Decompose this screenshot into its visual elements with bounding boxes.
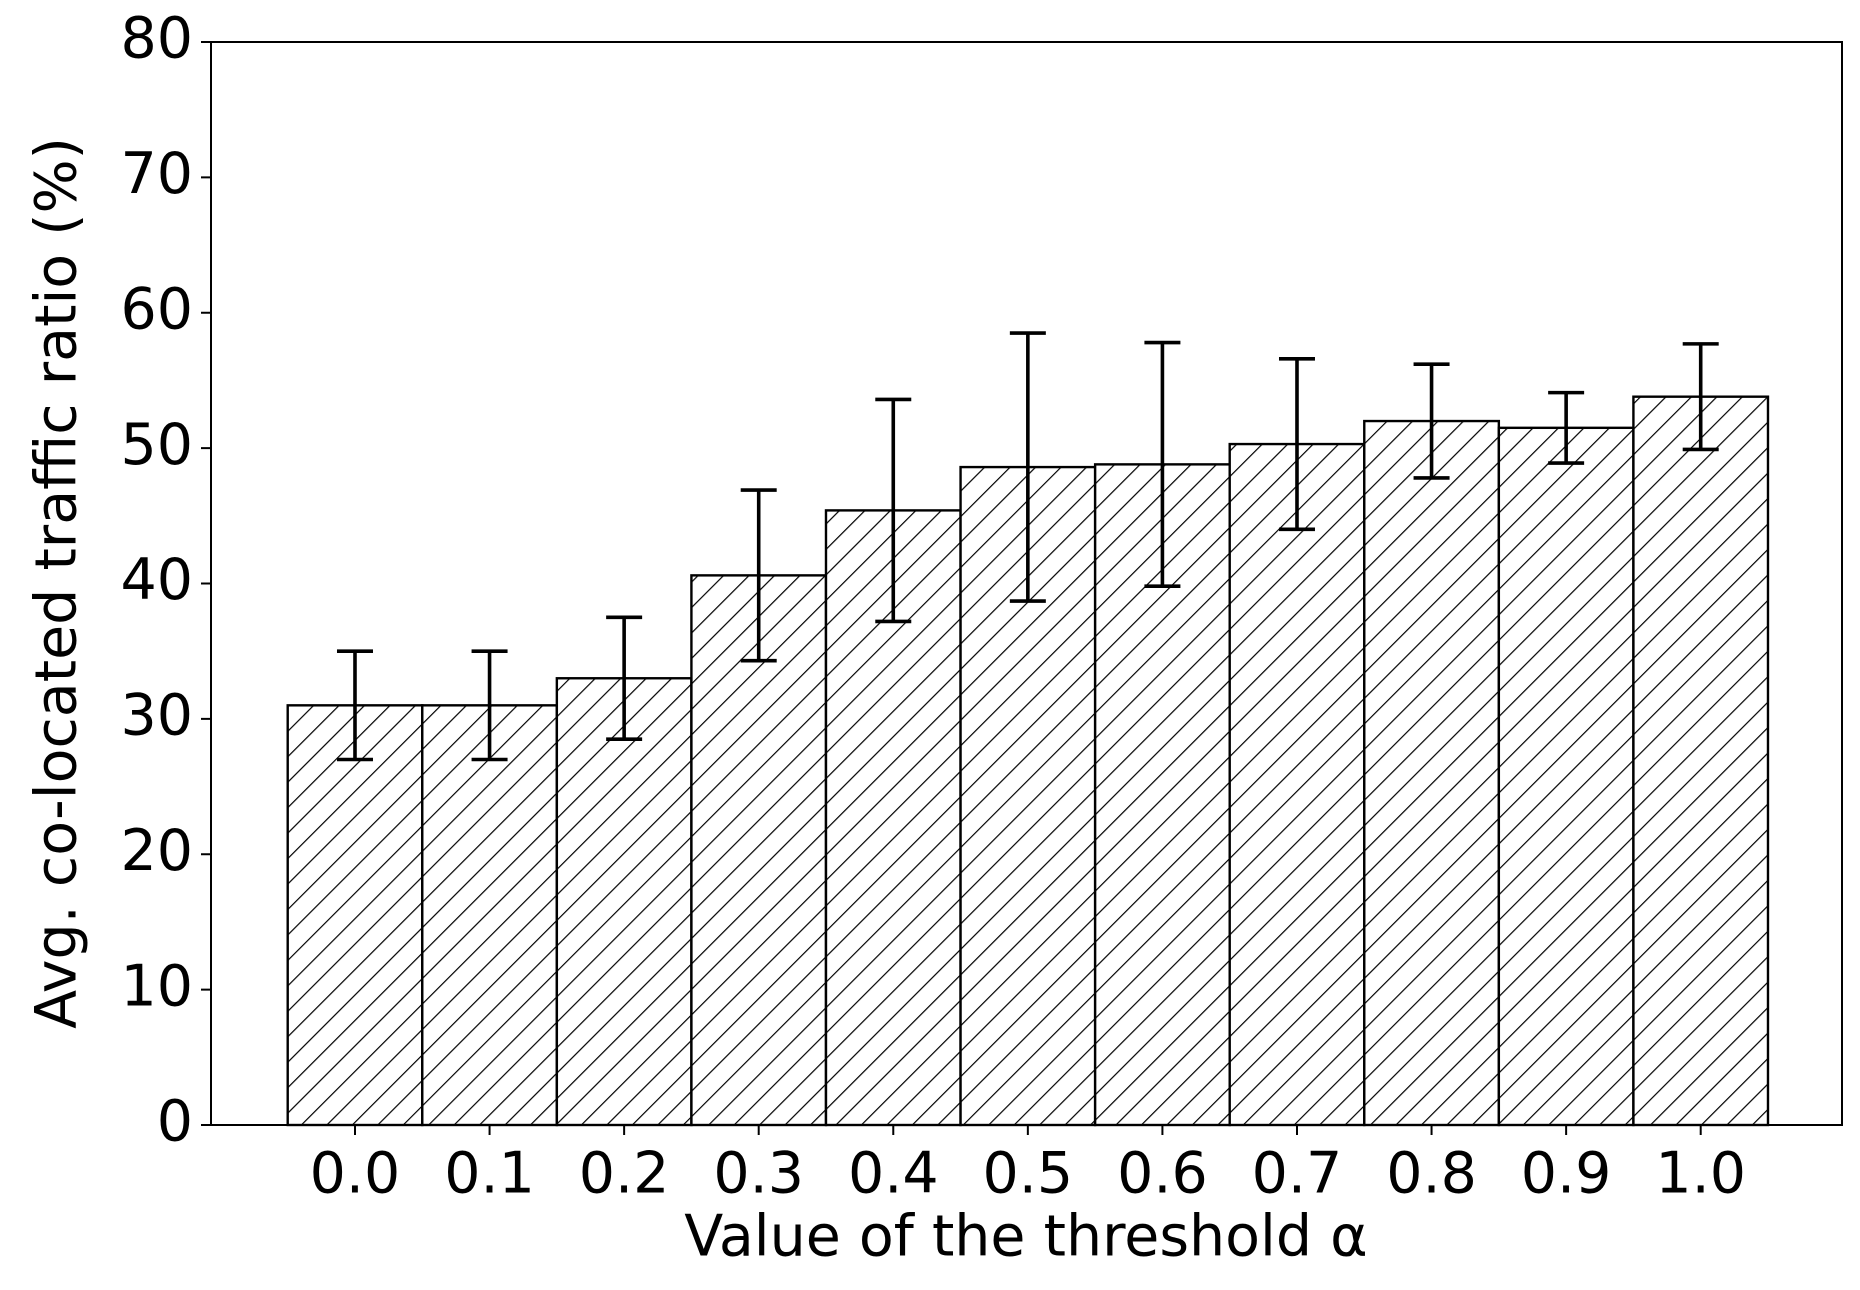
- x-tick-label: 0.8: [1386, 1141, 1477, 1207]
- y-tick-label: 80: [120, 6, 193, 72]
- x-tick-label: 0.6: [1117, 1141, 1208, 1207]
- bar: [421, 704, 559, 1127]
- error-bar: [875, 397, 912, 624]
- x-tick-label: 0.4: [848, 1141, 939, 1207]
- error-bar: [606, 615, 643, 741]
- y-tick-label: 10: [120, 953, 193, 1019]
- bar: [555, 677, 693, 1127]
- error-bar: [336, 649, 373, 762]
- error-bar: [740, 488, 777, 663]
- x-tick-label: 0.0: [310, 1141, 401, 1207]
- bar: [1363, 419, 1501, 1127]
- plot-frame: [210, 41, 1843, 1126]
- bar: [1228, 442, 1366, 1127]
- error-bar: [1413, 362, 1450, 480]
- x-tick-label: 0.1: [444, 1141, 535, 1207]
- y-tick-label: 60: [120, 276, 193, 342]
- y-tick-label: 20: [120, 818, 193, 884]
- x-axis-label: Value of the threshold α: [684, 1204, 1368, 1270]
- x-tick-label: 0.5: [983, 1141, 1074, 1207]
- error-bar: [471, 649, 508, 762]
- bar: [1497, 426, 1635, 1127]
- x-tick-label: 1.0: [1655, 1141, 1746, 1207]
- x-tick-label: 0.9: [1521, 1141, 1612, 1207]
- x-tick-label: 0.3: [713, 1141, 804, 1207]
- error-bar: [1548, 390, 1585, 465]
- y-tick-label: 40: [120, 547, 193, 613]
- error-bar: [1144, 340, 1181, 589]
- y-tick-label: 70: [120, 141, 193, 207]
- bar: [286, 704, 424, 1127]
- bar: [1632, 395, 1770, 1127]
- y-tick-label: 50: [120, 412, 193, 478]
- error-bar: [1278, 356, 1315, 532]
- y-axis-label: Avg. co-located traffic ratio (%): [24, 137, 90, 1029]
- error-bar: [1009, 331, 1046, 603]
- x-tick-label: 0.2: [579, 1141, 670, 1207]
- y-tick-label: 30: [120, 683, 193, 749]
- error-bar: [1682, 342, 1719, 452]
- y-tick-label: 0: [157, 1089, 193, 1155]
- x-tick-label: 0.7: [1252, 1141, 1343, 1207]
